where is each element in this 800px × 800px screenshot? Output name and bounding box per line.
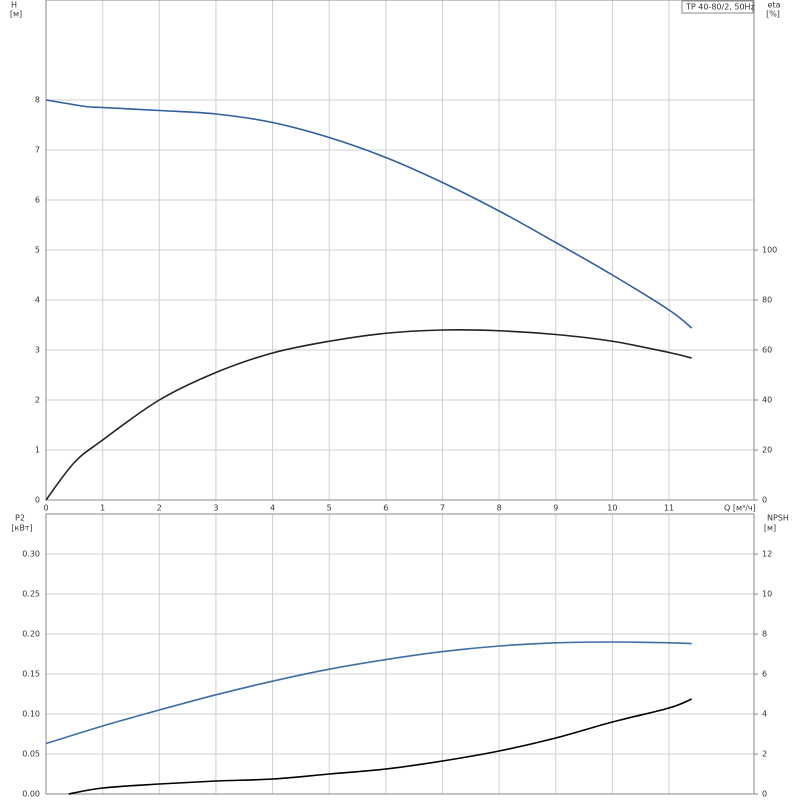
x-tick-label: 1 xyxy=(100,504,105,513)
y2-tick-label: 0 xyxy=(762,496,767,505)
y-unit: [кВт] xyxy=(11,524,32,533)
y2-tick-label: 2 xyxy=(762,750,767,759)
y2-tick-label: 8 xyxy=(762,630,767,639)
y-tick-label: 6 xyxy=(35,196,40,205)
y-tick-label: 0.25 xyxy=(22,590,40,599)
y-tick-label: 3 xyxy=(35,346,40,355)
y-tick-label: 2 xyxy=(35,396,40,405)
y-tick-label: 0 xyxy=(35,496,40,505)
x-tick-label: 8 xyxy=(497,504,502,513)
x-tick-label: 3 xyxy=(213,504,218,513)
curve xyxy=(45,641,692,745)
y2-tick-label: 6 xyxy=(762,670,767,679)
y-tick-label: 0.15 xyxy=(22,670,40,679)
x-tick-label: 4 xyxy=(270,504,275,513)
y-tick-label: 1 xyxy=(35,446,40,455)
y2-tick-label: 100 xyxy=(762,246,777,255)
y-tick-label: 0.30 xyxy=(22,550,40,559)
y-tick-label: 7 xyxy=(35,146,40,155)
y2-tick-label: 4 xyxy=(762,710,767,719)
x-tick-label: 2 xyxy=(157,504,162,513)
x-tick-label: 11 xyxy=(664,504,674,513)
x-tick-label: 5 xyxy=(327,504,332,513)
y-tick-label: 0.10 xyxy=(22,710,40,719)
y-tick-label: 0.05 xyxy=(22,750,40,759)
y2-tick-label: 60 xyxy=(762,346,772,355)
y2-tick-label: 12 xyxy=(762,550,772,559)
x-label: Q [м³/ч] xyxy=(724,504,756,513)
y-tick-label: 0.00 xyxy=(22,790,40,799)
y2-tick-label: 80 xyxy=(762,296,772,305)
curve xyxy=(68,698,693,795)
y2-unit: [%] xyxy=(766,10,780,19)
y-tick-label: 0.20 xyxy=(22,630,40,639)
y2-tick-label: 0 xyxy=(762,790,767,799)
title-box xyxy=(681,0,754,14)
x-tick-label: 6 xyxy=(383,504,388,513)
y-tick-label: 5 xyxy=(35,246,40,255)
x-tick-label: 7 xyxy=(440,504,445,513)
y2-tick-label: 10 xyxy=(762,590,772,599)
y-tick-label: 4 xyxy=(35,296,40,305)
y-unit: [м] xyxy=(10,10,22,19)
y2-label: eta xyxy=(768,1,781,10)
x-tick-label: 0 xyxy=(43,504,48,513)
y2-tick-label: 40 xyxy=(762,396,772,405)
y2-tick-label: 20 xyxy=(762,446,772,455)
y2-unit: [м] xyxy=(764,524,776,533)
y-label: P2 xyxy=(15,514,25,523)
curve xyxy=(45,99,693,329)
x-tick-label: 10 xyxy=(607,504,617,513)
y2-label: NPSH xyxy=(767,514,789,523)
curve xyxy=(45,329,692,501)
bottom-frame xyxy=(45,513,755,795)
y-tick-label: 8 xyxy=(35,96,40,105)
y-label: H xyxy=(11,1,17,10)
x-tick-label: 9 xyxy=(553,504,558,513)
chart-title: TP 40-80/2, 50Hz xyxy=(685,3,755,12)
